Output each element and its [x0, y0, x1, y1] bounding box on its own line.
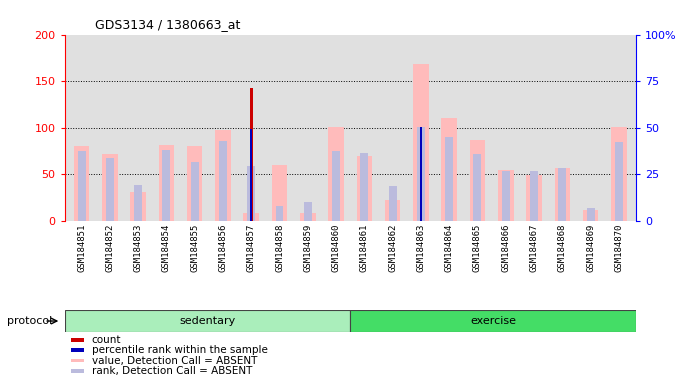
Text: rank, Detection Call = ABSENT: rank, Detection Call = ABSENT — [92, 366, 252, 376]
Bar — [350, 310, 636, 332]
Bar — [554, 168, 570, 221]
Bar — [78, 151, 86, 221]
Bar — [417, 127, 425, 221]
Bar — [187, 146, 203, 221]
Bar — [219, 141, 227, 221]
Bar — [304, 202, 311, 221]
Bar — [190, 162, 199, 221]
Bar — [360, 153, 369, 221]
Bar — [158, 146, 174, 221]
Text: protocol: protocol — [7, 316, 52, 326]
Bar — [65, 310, 350, 332]
Text: percentile rank within the sample: percentile rank within the sample — [92, 345, 268, 355]
Bar — [102, 154, 118, 221]
Bar — [473, 154, 481, 221]
Bar — [250, 129, 252, 221]
Bar — [615, 142, 623, 221]
Bar — [356, 156, 372, 221]
Text: exercise: exercise — [470, 316, 516, 326]
Bar — [441, 118, 457, 221]
Bar — [300, 214, 316, 221]
Bar — [587, 208, 594, 221]
Bar — [413, 65, 428, 221]
Text: GDS3134 / 1380663_at: GDS3134 / 1380663_at — [95, 18, 241, 31]
Bar — [275, 206, 284, 221]
Bar — [530, 171, 538, 221]
Bar — [272, 165, 287, 221]
Bar — [215, 131, 231, 221]
Bar — [385, 200, 401, 221]
Text: sedentary: sedentary — [180, 316, 235, 326]
Bar — [163, 150, 171, 221]
Bar — [131, 192, 146, 221]
Bar — [445, 137, 453, 221]
Bar — [328, 127, 344, 221]
Bar — [332, 151, 340, 221]
Bar — [526, 175, 542, 221]
Bar — [611, 127, 626, 221]
Bar — [470, 140, 486, 221]
Bar — [558, 168, 566, 221]
Bar — [389, 186, 396, 221]
Bar — [583, 210, 598, 221]
Bar — [74, 146, 89, 221]
Text: count: count — [92, 335, 121, 345]
Bar — [248, 166, 255, 221]
Bar — [134, 185, 142, 221]
Bar — [106, 159, 114, 221]
Bar — [502, 170, 510, 221]
Bar — [243, 214, 259, 221]
Bar — [498, 170, 513, 221]
Text: value, Detection Call = ABSENT: value, Detection Call = ABSENT — [92, 356, 257, 366]
Bar — [420, 127, 422, 221]
Bar — [250, 88, 253, 221]
